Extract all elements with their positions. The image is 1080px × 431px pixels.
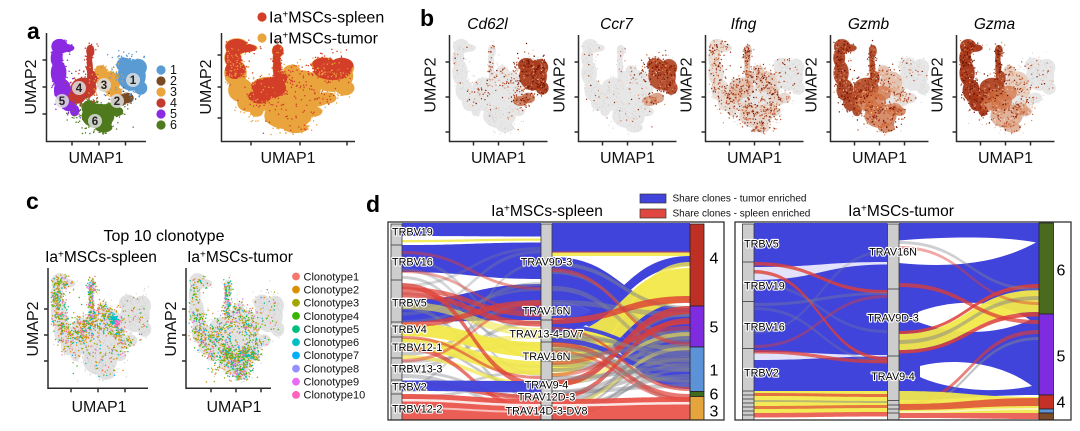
svg-text:1: 1 xyxy=(170,63,177,77)
svg-text:TRAV14D-3-DV8: TRAV14D-3-DV8 xyxy=(506,406,588,418)
svg-text:4: 4 xyxy=(1057,395,1066,412)
svg-text:UMAP1: UMAP1 xyxy=(71,399,126,416)
svg-text:c: c xyxy=(26,188,39,214)
svg-text:UMAP1: UMAP1 xyxy=(471,150,526,167)
svg-text:TRAV16N: TRAV16N xyxy=(869,247,917,259)
svg-text:TRBV16: TRBV16 xyxy=(392,257,433,269)
svg-text:Clonotype4: Clonotype4 xyxy=(304,311,360,323)
svg-text:TRBV5: TRBV5 xyxy=(744,239,779,251)
svg-text:TRAV9-4: TRAV9-4 xyxy=(871,371,915,383)
svg-text:UMAP1: UMAP1 xyxy=(727,150,782,167)
svg-text:TRAV9-4: TRAV9-4 xyxy=(525,380,569,392)
svg-text:Clonotype3: Clonotype3 xyxy=(304,298,360,310)
svg-text:UMAP2: UMAP2 xyxy=(930,57,947,112)
svg-text:Clonotype5: Clonotype5 xyxy=(304,324,360,336)
svg-text:1: 1 xyxy=(710,363,719,380)
svg-text:Ia+MSCs-spleen: Ia+MSCs-spleen xyxy=(269,10,384,27)
svg-text:1: 1 xyxy=(130,75,137,87)
svg-text:UMAP1: UMAP1 xyxy=(852,150,907,167)
svg-text:Clonotype1: Clonotype1 xyxy=(304,271,360,283)
svg-text:d: d xyxy=(366,191,380,217)
svg-text:Gzma: Gzma xyxy=(974,16,1016,33)
svg-text:UMAP1: UMAP1 xyxy=(68,150,123,167)
svg-text:UMAP2: UMAP2 xyxy=(25,301,42,356)
svg-text:3: 3 xyxy=(170,85,177,99)
svg-text:5: 5 xyxy=(170,107,177,121)
svg-text:TRAV9D-3: TRAV9D-3 xyxy=(867,313,918,325)
svg-text:Cd62l: Cd62l xyxy=(467,16,508,33)
svg-text:UMAP2: UMAP2 xyxy=(679,57,696,112)
svg-text:Ia+MSCs-spleen: Ia+MSCs-spleen xyxy=(45,249,157,266)
svg-text:TRBV2: TRBV2 xyxy=(392,382,427,394)
svg-text:Share clones - tumor enriched: Share clones - tumor enriched xyxy=(673,194,807,205)
svg-text:6: 6 xyxy=(1057,263,1066,280)
svg-text:6: 6 xyxy=(710,387,719,404)
svg-text:TRAV12D-3: TRAV12D-3 xyxy=(518,392,575,404)
svg-text:Ia+MSCs-tumor: Ia+MSCs-tumor xyxy=(269,31,379,48)
svg-text:5: 5 xyxy=(59,96,66,108)
svg-text:2: 2 xyxy=(170,74,177,88)
svg-text:Clonotype2: Clonotype2 xyxy=(304,284,360,296)
svg-text:TRBV19: TRBV19 xyxy=(392,227,433,239)
svg-text:Share clones - spleen enriched: Share clones - spleen enriched xyxy=(673,209,811,220)
svg-text:UMAP2: UMAP2 xyxy=(423,57,440,112)
svg-text:Ccr7: Ccr7 xyxy=(600,16,634,33)
svg-text:UMAP2: UMAP2 xyxy=(23,59,40,114)
svg-text:3: 3 xyxy=(710,404,719,421)
svg-text:UMAP1: UMAP1 xyxy=(600,150,655,167)
svg-text:2: 2 xyxy=(114,96,120,108)
svg-text:4: 4 xyxy=(710,251,719,268)
svg-text:4: 4 xyxy=(170,96,177,110)
svg-text:Clonotype10: Clonotype10 xyxy=(304,390,366,402)
svg-text:UmAP2: UmAP2 xyxy=(163,301,180,356)
svg-text:Ia+MSCs-tumor: Ia+MSCs-tumor xyxy=(848,203,954,220)
svg-text:UMAP2: UMAP2 xyxy=(552,57,569,112)
svg-text:TRAV16N: TRAV16N xyxy=(523,306,571,318)
svg-text:5: 5 xyxy=(710,320,719,337)
svg-text:UMAP1: UMAP1 xyxy=(206,399,261,416)
svg-text:UMAP2: UMAP2 xyxy=(804,57,821,112)
svg-text:UMAP1: UMAP1 xyxy=(260,150,315,167)
svg-text:Ifng: Ifng xyxy=(731,16,757,33)
svg-text:TRBV5: TRBV5 xyxy=(392,298,427,310)
svg-text:Gzmb: Gzmb xyxy=(848,16,890,33)
svg-text:TRBV12-2: TRBV12-2 xyxy=(392,404,442,416)
svg-text:TRBV19: TRBV19 xyxy=(744,281,785,293)
svg-text:Clonotype8: Clonotype8 xyxy=(304,363,360,375)
svg-text:Ia+MSCs-spleen: Ia+MSCs-spleen xyxy=(491,203,603,220)
svg-text:5: 5 xyxy=(1057,349,1066,366)
svg-text:3: 3 xyxy=(101,80,107,92)
svg-text:Ia+MSCs-tumor: Ia+MSCs-tumor xyxy=(187,249,293,266)
svg-text:UMAP1: UMAP1 xyxy=(978,150,1033,167)
svg-text:4: 4 xyxy=(76,83,83,95)
svg-text:TRAV13-4-DV7: TRAV13-4-DV7 xyxy=(509,329,583,341)
svg-text:TRAV16N: TRAV16N xyxy=(523,351,571,363)
svg-text:Top 10 clonotype: Top 10 clonotype xyxy=(104,228,225,245)
svg-text:6: 6 xyxy=(170,118,177,132)
svg-text:Clonotype7: Clonotype7 xyxy=(304,350,360,362)
svg-text:b: b xyxy=(420,5,434,31)
svg-text:Clonotype6: Clonotype6 xyxy=(304,337,360,349)
svg-text:TRBV13-3: TRBV13-3 xyxy=(392,364,442,376)
svg-text:a: a xyxy=(27,18,40,44)
svg-text:TRAV9D-3: TRAV9D-3 xyxy=(521,257,572,269)
svg-text:UMAP2: UMAP2 xyxy=(198,59,215,114)
svg-text:TRBV4: TRBV4 xyxy=(392,324,427,336)
svg-text:TRBV16: TRBV16 xyxy=(744,322,785,334)
svg-text:Clonotype9: Clonotype9 xyxy=(304,377,360,389)
svg-text:6: 6 xyxy=(92,116,98,128)
svg-text:TRBV12-1: TRBV12-1 xyxy=(392,342,442,354)
svg-text:TRBV2: TRBV2 xyxy=(744,368,779,380)
